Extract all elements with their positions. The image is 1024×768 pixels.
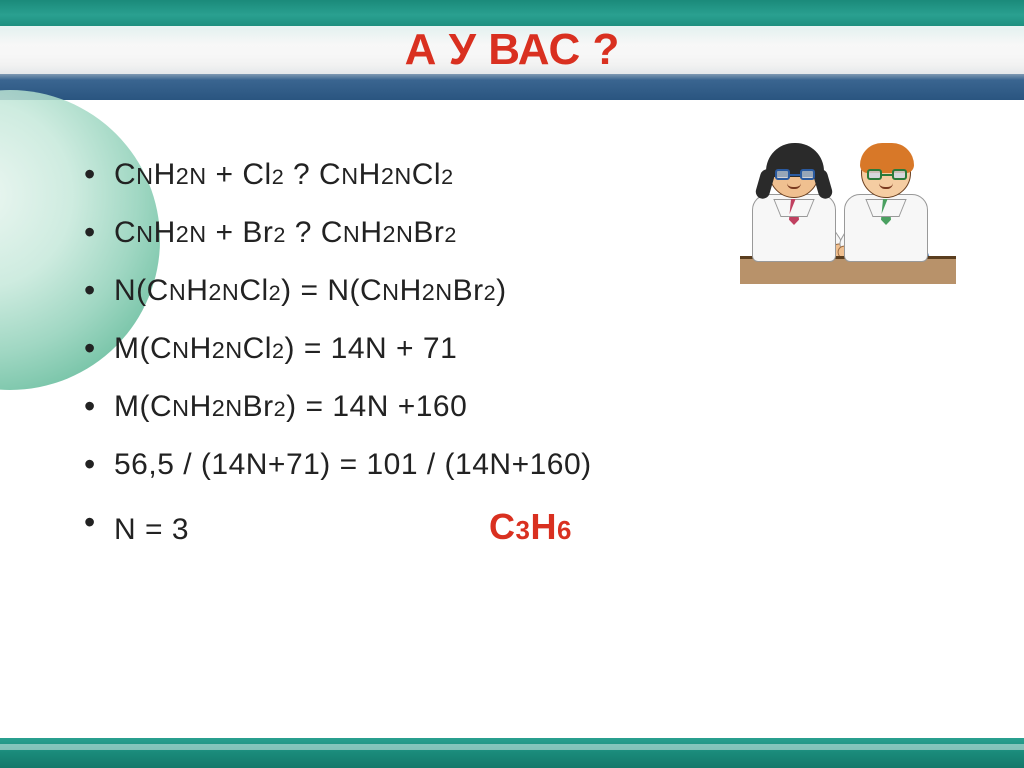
scientists-illustration [740, 134, 956, 284]
slide-content: CNH2N + Cl2 ? CNH2NCl2CNH2N + Br2 ? CNH2… [0, 100, 1024, 738]
glasses-icon [775, 169, 815, 181]
bullet-item: M(CNH2NCl2) = 14N + 71 [80, 320, 964, 378]
slide-title: А У ВАС ? [405, 25, 620, 75]
person-right [836, 148, 936, 262]
glasses-icon [867, 169, 907, 181]
person-left [744, 148, 844, 262]
bullet-item: M(CNH2NBr2) = 14N +160 [80, 378, 964, 436]
bullet-item: 56,5 / (14N+71) = 101 / (14N+160) [80, 436, 964, 494]
answer-formula: C3H6 [489, 506, 572, 547]
bottom-bar [0, 738, 1024, 768]
title-banner: А У ВАС ? [0, 0, 1024, 100]
bullet-item: N = 3C3H6 [80, 494, 964, 560]
